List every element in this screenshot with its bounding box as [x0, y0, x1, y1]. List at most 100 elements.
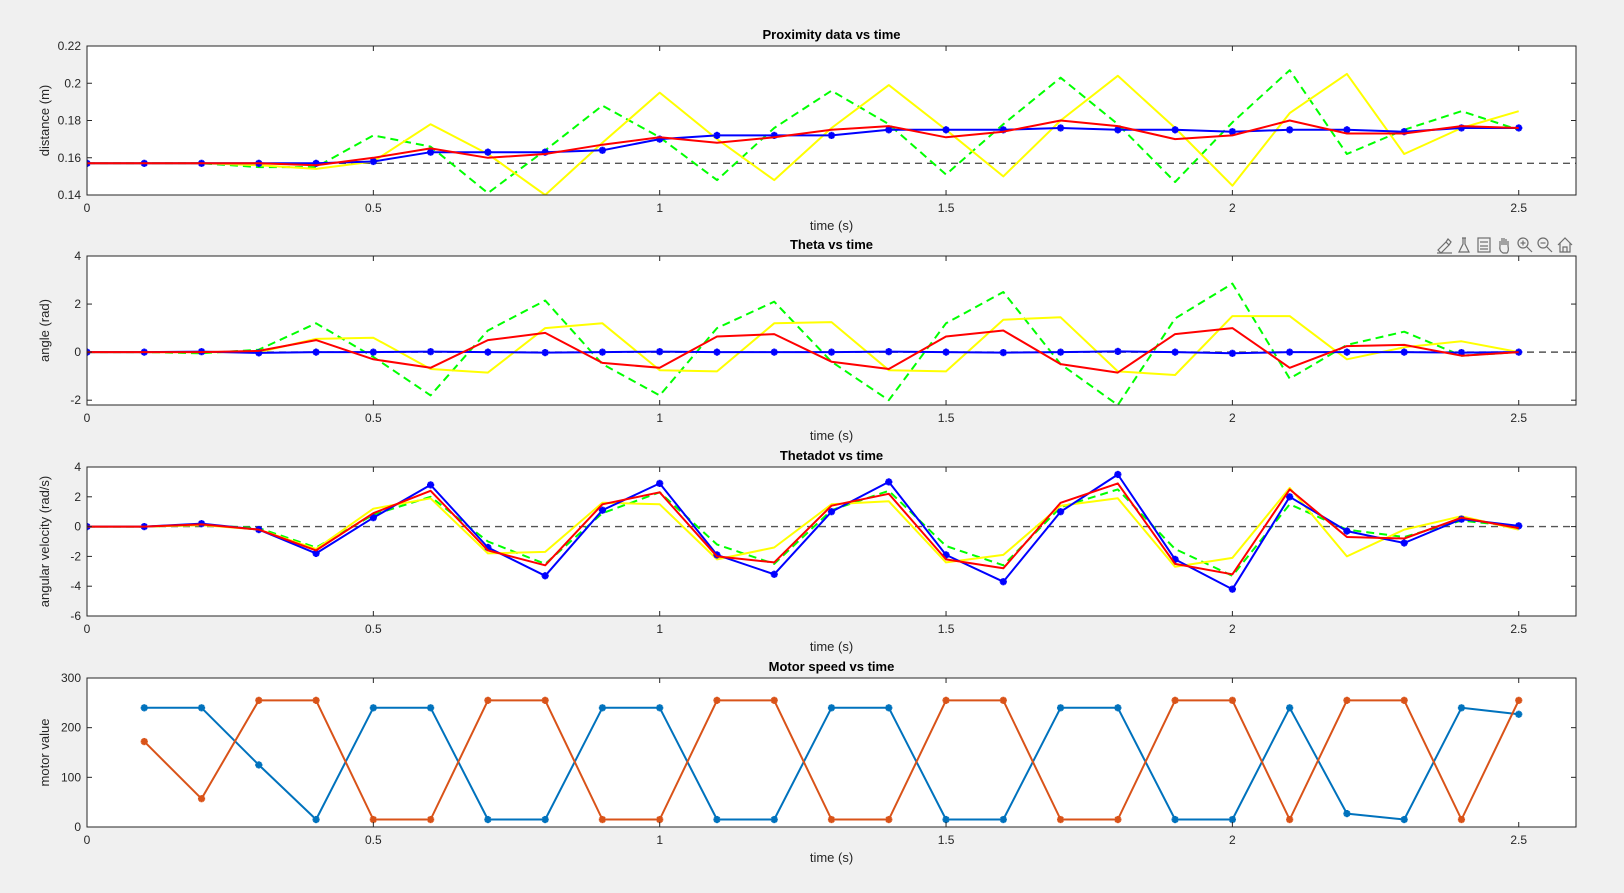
series-1-point [427, 704, 435, 712]
series-3-point [1343, 527, 1351, 535]
series-3-point [827, 348, 836, 356]
y-axis-label: distance (m) [37, 85, 52, 157]
series-2-point [656, 815, 664, 824]
series-3-point [1056, 124, 1065, 132]
y-tick-label: -6 [70, 609, 81, 623]
series-1-point [1114, 704, 1122, 712]
series-3-point [999, 349, 1007, 357]
series-2-point [1400, 696, 1408, 704]
subplot-title: Motor speed vs time [769, 659, 895, 674]
y-tick-label: 300 [61, 671, 81, 685]
series-3-point [713, 131, 721, 139]
axes-frame [86, 677, 1577, 828]
x-tick-label: 0.5 [365, 622, 382, 636]
series-3-point [541, 572, 549, 580]
x-tick-label: 0 [84, 201, 91, 215]
series-1-point [1286, 704, 1294, 712]
series-2-point [885, 815, 893, 824]
series-3-point [827, 131, 836, 139]
series-3-point [713, 348, 721, 356]
y-tick-label: 100 [61, 770, 81, 784]
x-tick-label: 2.5 [1510, 622, 1527, 636]
series-1-point [541, 815, 549, 824]
series-3-point [1056, 348, 1065, 356]
series-3-point [369, 157, 377, 166]
series-3-point [656, 479, 664, 487]
x-tick-label: 2.5 [1510, 411, 1527, 425]
y-axis-label: angle (rad) [37, 299, 52, 362]
home-icon[interactable] [1557, 237, 1573, 253]
y-tick-label: 0.16 [58, 151, 82, 165]
x-tick-label: 0 [84, 833, 91, 847]
plot-area [87, 256, 1576, 405]
series-2-point [770, 696, 778, 704]
x-axis-label: time (s) [810, 218, 853, 233]
series-1-point [598, 704, 607, 712]
zoom-in-icon[interactable] [1517, 237, 1533, 253]
x-tick-label: 0.5 [365, 411, 382, 425]
pan-hand-icon[interactable] [1499, 238, 1509, 254]
x-tick-label: 1.5 [938, 622, 955, 636]
x-axis-label: time (s) [810, 428, 853, 443]
series-group [87, 282, 1523, 405]
series-3-point [1114, 347, 1122, 356]
plot-area [87, 46, 1576, 195]
x-tick-label: 0.5 [365, 201, 382, 215]
series-1-point [656, 704, 664, 712]
series-3-point [312, 549, 320, 558]
series-3-point [1400, 539, 1408, 547]
series-3-point [1286, 348, 1294, 356]
series-1-point [140, 704, 148, 712]
legend-icon[interactable] [1477, 237, 1491, 253]
series-3-point [369, 348, 377, 356]
series-1-point [1457, 704, 1466, 712]
y-tick-label: 0 [74, 520, 81, 534]
series-group [140, 696, 1523, 824]
y-tick-label: -2 [70, 549, 81, 563]
y-tick-label: 0 [74, 345, 81, 359]
y-tick-label: 0.2 [64, 76, 81, 90]
series-line-2 [87, 486, 1519, 568]
series-2-point [1228, 696, 1236, 704]
x-tick-label: 1.5 [938, 411, 955, 425]
series-line-1 [87, 488, 1519, 577]
series-3-point [312, 348, 320, 356]
series-3-point [1343, 126, 1351, 134]
brush-icon[interactable] [1437, 238, 1452, 254]
series-3-point [427, 481, 435, 489]
y-tick-label: 4 [74, 460, 81, 474]
series-3-point [942, 126, 950, 134]
series-2-point [1114, 815, 1122, 824]
series-line-2 [87, 72, 1519, 195]
series-2-point [312, 696, 320, 704]
x-tick-label: 2.5 [1510, 833, 1527, 847]
subplot-title: Proximity data vs time [763, 27, 901, 42]
x-tick-label: 2 [1229, 833, 1236, 847]
series-2-point [140, 737, 148, 746]
series-3-point [427, 348, 435, 356]
series-3-point [1286, 126, 1294, 134]
x-tick-label: 0.5 [365, 833, 382, 847]
series-line-2 [87, 315, 1519, 376]
x-tick-label: 1 [656, 411, 663, 425]
series-3-point [1228, 585, 1236, 593]
zoom-out-icon[interactable] [1537, 237, 1553, 253]
x-axis-label: time (s) [810, 639, 853, 654]
x-tick-label: 1.5 [938, 833, 955, 847]
series-2-point [999, 696, 1007, 704]
y-tick-label: 0.14 [58, 188, 82, 202]
series-2-point [1171, 696, 1179, 704]
series-3-point [770, 348, 778, 356]
series-3-point [999, 578, 1007, 586]
series-3-point [885, 348, 893, 356]
series-3-point [1171, 126, 1179, 134]
flask-icon[interactable] [1458, 237, 1470, 253]
series-3-point [541, 349, 549, 357]
subplot-3: 0 0.5 1 1.5 2 2.5 -6 -4 -2 0 2 4 Thetadot vs time tim… [37, 448, 1577, 654]
series-3-point [598, 146, 607, 154]
x-tick-label: 1 [656, 622, 663, 636]
series-1-point [1343, 809, 1351, 818]
y-tick-label: 0.22 [58, 39, 82, 53]
series-1-point [369, 704, 377, 712]
series-3-point [885, 478, 893, 486]
